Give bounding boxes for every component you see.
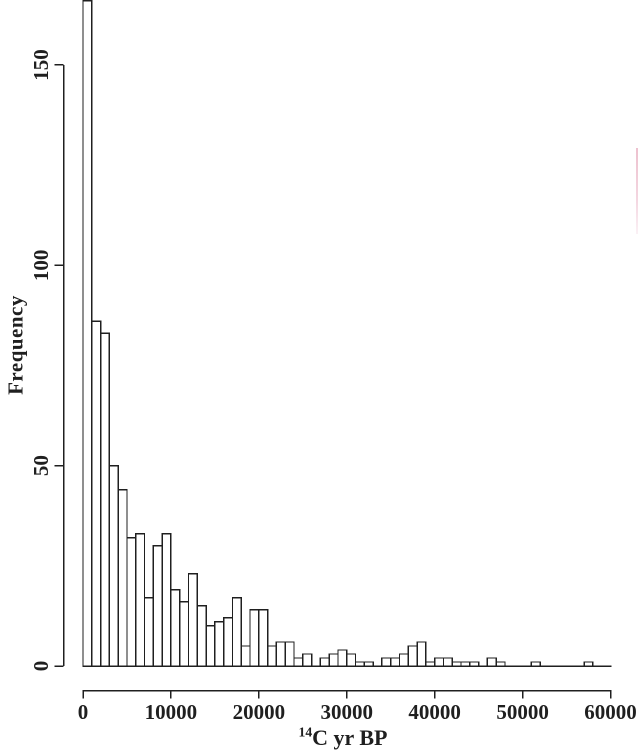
histogram-bar	[302, 653, 313, 667]
x-axis-title-text: C yr BP	[312, 725, 388, 750]
y-axis-title: Frequency	[3, 295, 28, 395]
histogram-bar	[258, 609, 269, 667]
histogram-bar	[249, 609, 260, 667]
histogram-bar	[135, 533, 146, 667]
histogram-bar	[143, 597, 155, 667]
histogram-bar	[416, 641, 427, 667]
histogram-bar	[170, 589, 181, 667]
histogram-bar	[398, 653, 409, 667]
histogram-bar	[187, 573, 198, 667]
histogram-bar	[407, 645, 418, 667]
histogram-bar	[275, 641, 286, 667]
x-tick-label: 50000	[496, 700, 549, 724]
histogram-bar	[126, 537, 137, 667]
histogram-bar	[390, 657, 401, 667]
histogram-bar	[99, 332, 111, 667]
histogram-bar	[293, 657, 304, 667]
y-tick-label: 100	[29, 250, 53, 282]
histogram-bar	[460, 661, 471, 667]
histogram-bar	[117, 489, 128, 667]
x-axis-title-superscript: 14	[298, 724, 313, 740]
scan-artifact-line	[636, 148, 638, 234]
histogram-bar	[381, 657, 392, 667]
histogram-bar	[495, 661, 506, 667]
x-tick-label: 20000	[233, 700, 286, 724]
histogram-bar	[433, 657, 445, 667]
histogram-bar	[363, 661, 374, 667]
histogram-bar	[196, 605, 207, 667]
histogram-bar	[583, 661, 594, 667]
histogram-bar	[161, 533, 172, 667]
histogram-bar	[442, 657, 453, 667]
histogram-bar	[425, 661, 436, 667]
x-tick-label: 60000	[584, 700, 637, 724]
histogram-bar	[205, 625, 216, 667]
histogram-bar	[354, 661, 366, 667]
histogram-bar	[152, 545, 163, 667]
histogram-bar	[82, 0, 93, 667]
histogram-bar	[530, 661, 541, 667]
histogram-bar	[469, 661, 480, 667]
histogram-bar	[328, 653, 339, 667]
histogram-bar	[240, 645, 251, 667]
y-tick-label: 50	[29, 455, 53, 476]
histogram-bar	[284, 641, 295, 667]
histogram-bar	[346, 653, 357, 667]
x-tick-label: 10000	[145, 700, 198, 724]
histogram-bar	[266, 645, 278, 667]
histogram-bar	[108, 464, 119, 667]
x-axis-title: 14C yr BP	[299, 725, 388, 751]
histogram-bar	[451, 661, 462, 667]
histogram-bar	[486, 657, 497, 667]
x-tick-label: 30000	[321, 700, 374, 724]
y-tick-label: 150	[29, 49, 53, 81]
histogram-bar	[337, 649, 348, 667]
x-tick-label: 0	[78, 700, 89, 724]
histogram-bar	[231, 597, 242, 667]
histogram-bar	[91, 320, 102, 667]
histogram-bar	[214, 621, 225, 667]
histogram-bar	[179, 601, 190, 667]
histogram-bar	[222, 617, 234, 667]
x-tick-label: 40000	[408, 700, 461, 724]
histogram-bar	[319, 657, 330, 667]
y-tick-label: 0	[29, 661, 53, 672]
